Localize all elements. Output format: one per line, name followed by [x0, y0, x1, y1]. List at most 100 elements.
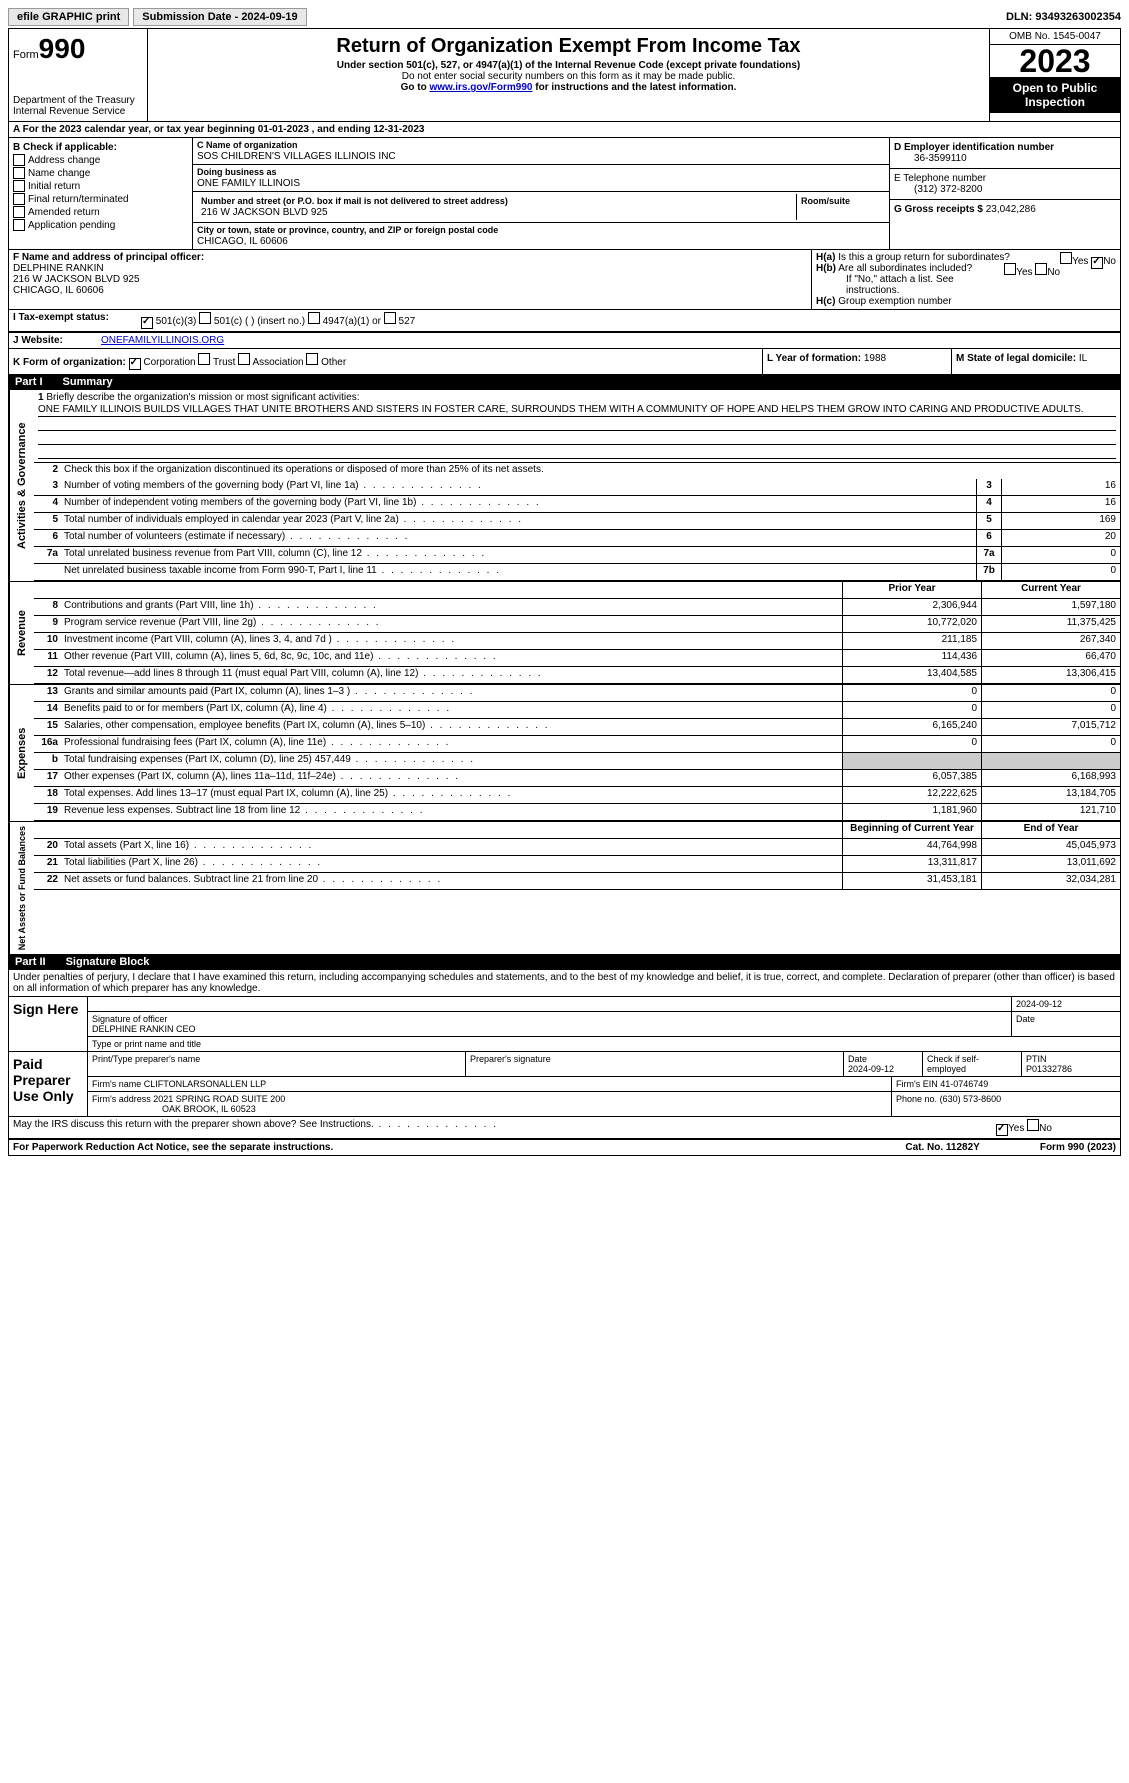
chk-501c3[interactable] — [141, 317, 153, 329]
py: 0 — [842, 702, 981, 718]
warn: Do not enter social security numbers on … — [152, 71, 985, 82]
cy: 13,011,692 — [981, 856, 1120, 872]
cy: 13,184,705 — [981, 787, 1120, 803]
city: CHICAGO, IL 60606 — [197, 236, 288, 247]
chk-final[interactable] — [13, 193, 25, 205]
street: 216 W JACKSON BLVD 925 — [201, 207, 328, 218]
website-link[interactable]: ONEFAMILYILLINOIS.ORG — [101, 335, 224, 346]
chk-527[interactable] — [384, 312, 396, 324]
domicile: IL — [1079, 353, 1087, 364]
discuss-no[interactable] — [1027, 1119, 1039, 1131]
chk-other[interactable] — [306, 353, 318, 365]
officer-sig: DELPHINE RANKIN CEO — [92, 1024, 196, 1034]
chk-name[interactable] — [13, 167, 25, 179]
mission-text: ONE FAMILY ILLINOIS BUILDS VILLAGES THAT… — [38, 404, 1116, 417]
ha-yes[interactable] — [1060, 252, 1072, 264]
chk-4947[interactable] — [308, 312, 320, 324]
cy: 32,034,281 — [981, 873, 1120, 889]
py: 211,185 — [842, 633, 981, 649]
dba: ONE FAMILY ILLINOIS — [197, 178, 300, 189]
cy: 267,340 — [981, 633, 1120, 649]
cy: 0 — [981, 702, 1120, 718]
v5: 169 — [1001, 513, 1120, 529]
cy: 7,015,712 — [981, 719, 1120, 735]
py: 13,311,817 — [842, 856, 981, 872]
cy: 66,470 — [981, 650, 1120, 666]
py: 1,181,960 — [842, 804, 981, 820]
cy: 13,306,415 — [981, 667, 1120, 683]
cy: 6,168,993 — [981, 770, 1120, 786]
ptin: P01332786 — [1026, 1064, 1072, 1074]
ha-no[interactable] — [1091, 257, 1103, 269]
chk-address[interactable] — [13, 154, 25, 166]
vtab-na: Net Assets or Fund Balances — [9, 822, 34, 954]
py — [842, 753, 981, 769]
vtab-gov: Activities & Governance — [9, 390, 34, 581]
firm-ein: 41-0746749 — [940, 1079, 988, 1089]
form-number: Form990 — [13, 33, 143, 65]
efile-btn[interactable]: efile GRAPHIC print — [8, 8, 129, 26]
v4: 16 — [1001, 496, 1120, 512]
subtitle: Under section 501(c), 527, or 4947(a)(1)… — [152, 60, 985, 71]
form-title: Return of Organization Exempt From Incom… — [152, 35, 985, 58]
row-a: A For the 2023 calendar year, or tax yea… — [9, 122, 1120, 138]
py: 13,404,585 — [842, 667, 981, 683]
submission-btn[interactable]: Submission Date - 2024-09-19 — [133, 8, 306, 26]
sign-here-lbl: Sign Here — [9, 997, 88, 1051]
py: 10,772,020 — [842, 616, 981, 632]
vtab-rev: Revenue — [9, 582, 34, 684]
hb-no[interactable] — [1035, 263, 1047, 275]
sig-declaration: Under penalties of perjury, I declare th… — [9, 970, 1120, 996]
gross: 23,042,286 — [986, 204, 1036, 215]
phone: (312) 372-8200 — [894, 184, 982, 195]
cy — [981, 753, 1120, 769]
paid-prep-lbl: Paid Preparer Use Only — [9, 1052, 88, 1116]
firm-phone: (630) 573-8600 — [940, 1094, 1002, 1104]
year: 2023 — [990, 45, 1120, 77]
chk-initial[interactable] — [13, 180, 25, 192]
chk-pending[interactable] — [13, 219, 25, 231]
dln: DLN: 93493263002354 — [1006, 11, 1121, 23]
py: 0 — [842, 736, 981, 752]
cy: 11,375,425 — [981, 616, 1120, 632]
py: 6,165,240 — [842, 719, 981, 735]
officer-name: DELPHINE RANKIN — [13, 263, 104, 274]
dept: Department of the Treasury Internal Reve… — [13, 95, 143, 117]
hb-yes[interactable] — [1004, 263, 1016, 275]
chk-assoc[interactable] — [238, 353, 250, 365]
cy: 0 — [981, 685, 1120, 701]
v7a: 0 — [1001, 547, 1120, 563]
py: 31,453,181 — [842, 873, 981, 889]
open-public: Open to Public Inspection — [990, 77, 1120, 113]
chk-amended[interactable] — [13, 206, 25, 218]
py: 2,306,944 — [842, 599, 981, 615]
chk-501c[interactable] — [199, 312, 211, 324]
py: 0 — [842, 685, 981, 701]
col-b: B Check if applicable: Address change Na… — [9, 138, 193, 249]
cy: 0 — [981, 736, 1120, 752]
chk-corp[interactable] — [129, 358, 141, 370]
py: 114,436 — [842, 650, 981, 666]
ein: 36-3599110 — [894, 153, 967, 164]
prep-date: 2024-09-12 — [848, 1064, 894, 1074]
goto: Go to www.irs.gov/Form990 for instructio… — [152, 82, 985, 93]
cy: 121,710 — [981, 804, 1120, 820]
py: 44,764,998 — [842, 839, 981, 855]
firm-addr: 2021 SPRING ROAD SUITE 200 — [153, 1094, 285, 1104]
v6: 20 — [1001, 530, 1120, 546]
part1-header: Part I Summary — [9, 374, 1120, 390]
v3: 16 — [1001, 479, 1120, 495]
year-formed: 1988 — [864, 353, 886, 364]
py: 12,222,625 — [842, 787, 981, 803]
part2-header: Part II Signature Block — [9, 954, 1120, 970]
py: 6,057,385 — [842, 770, 981, 786]
cy: 45,045,973 — [981, 839, 1120, 855]
cy: 1,597,180 — [981, 599, 1120, 615]
firm-name: CLIFTONLARSONALLEN LLP — [144, 1079, 266, 1089]
footer: For Paperwork Reduction Act Notice, see … — [9, 1139, 1120, 1155]
vtab-exp: Expenses — [9, 685, 34, 821]
discuss-yes[interactable] — [996, 1124, 1008, 1136]
topbar: efile GRAPHIC print Submission Date - 20… — [8, 8, 1121, 26]
chk-trust[interactable] — [198, 353, 210, 365]
irs-link[interactable]: www.irs.gov/Form990 — [429, 82, 532, 93]
